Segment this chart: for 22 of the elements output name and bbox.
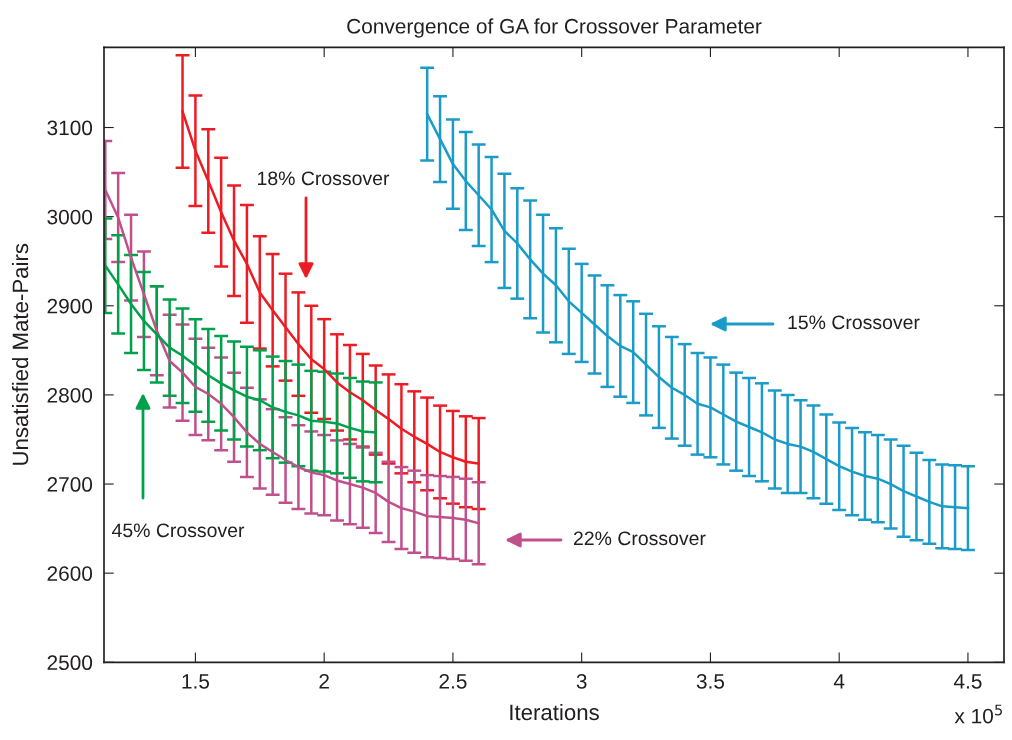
y-tick-label: 2800 [47, 387, 93, 403]
annotation: 15% Crossover [788, 315, 920, 330]
y-tick-label: 2700 [47, 477, 93, 492]
y-tick-label: 2500 [47, 655, 93, 671]
y-tick-label: 3100 [47, 120, 93, 136]
y-tick-label: 3000 [47, 209, 93, 225]
x-tick-label: 4 [833, 674, 845, 689]
x-tick-label: 4.5 [953, 674, 982, 689]
y-tick-label: 2900 [47, 298, 93, 314]
y-tick-label: 2600 [47, 566, 93, 581]
text: x 10$^{5}$ [954, 704, 1002, 724]
annotation: 45% Crossover [111, 523, 245, 538]
x-tick-label: 3.5 [696, 673, 725, 689]
annotation: 22% Crossover [573, 531, 706, 546]
annotation: 18% Crossover [258, 171, 390, 186]
x-tick-label: 2 [319, 673, 329, 689]
x-tick-label: 2.5 [439, 673, 467, 689]
x-tick-label: 1.5 [182, 674, 210, 689]
x-tick-label: 3 [576, 673, 587, 689]
y-axis-title: Unsatisfied Mate-Pairs [11, 243, 29, 465]
x-axis-title: Iterations [510, 703, 599, 721]
chart-title: Convergence of GA for Crossover Parameter [347, 18, 762, 38]
